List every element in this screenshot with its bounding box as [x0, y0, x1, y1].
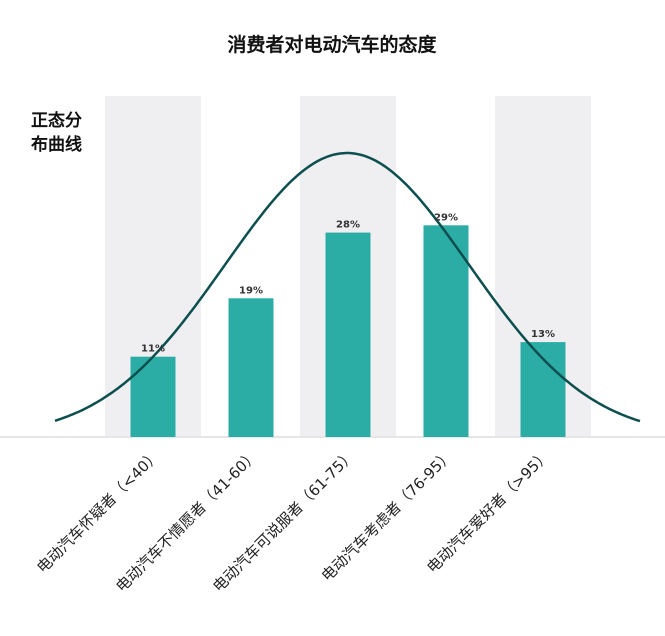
curve-annotation-line-2: 布曲线 — [31, 134, 82, 155]
data-label: 19% — [239, 285, 263, 296]
curve-annotation-line-1: 正态分 — [31, 110, 82, 131]
bar — [228, 298, 274, 437]
data-labels: 11% 19% 28% 29% 13% — [141, 212, 555, 354]
bar — [423, 225, 469, 437]
bar — [325, 232, 371, 437]
data-label: 29% — [434, 212, 458, 223]
x-tick-labels: 电动汽车怀疑者（<40）电动汽车不情愿者（41-60）电动汽车可说服者（61-7… — [33, 446, 554, 596]
data-label: 11% — [141, 344, 165, 355]
chart-title: 消费者对电动汽车的态度 — [227, 33, 437, 56]
bar — [130, 356, 176, 437]
normal-curve — [54, 151, 641, 423]
bars — [130, 225, 566, 437]
bar — [520, 342, 566, 437]
data-label: 28% — [336, 220, 360, 231]
data-label: 13% — [531, 329, 555, 340]
